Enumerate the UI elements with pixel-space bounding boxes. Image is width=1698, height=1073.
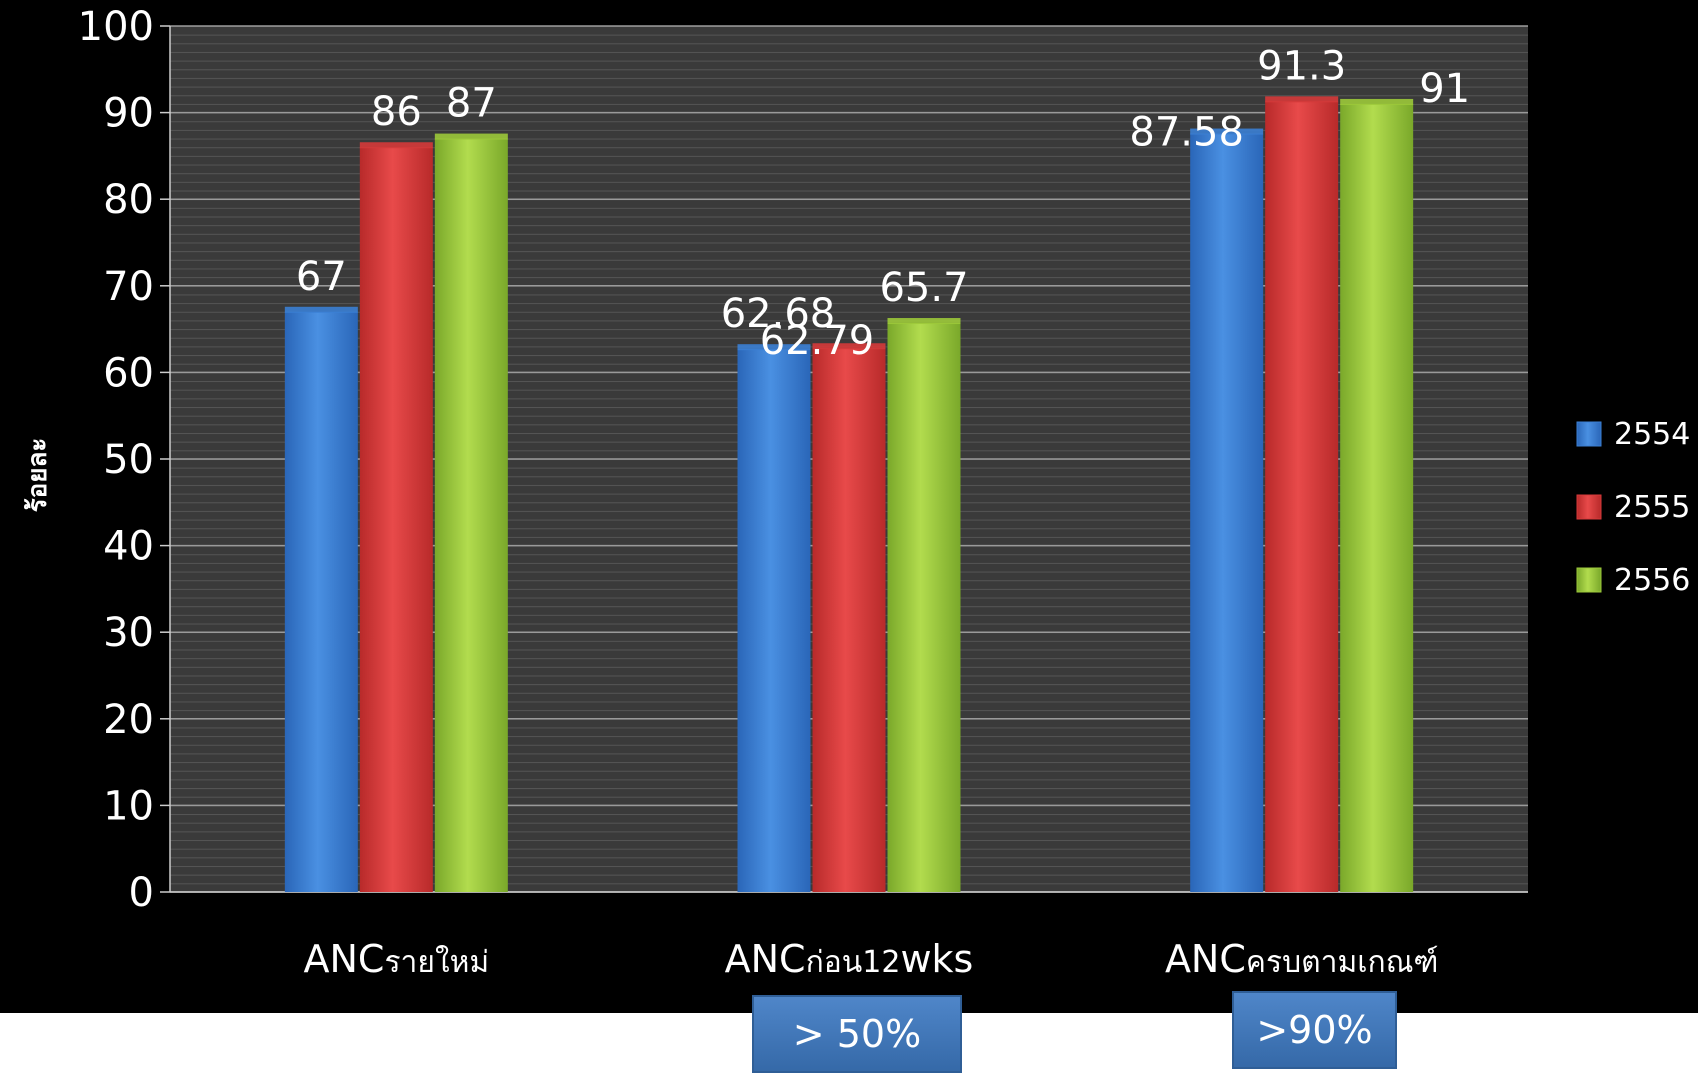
bar-2555-0 xyxy=(360,147,433,892)
data-label-2555-2: 91.3 xyxy=(1257,43,1346,89)
legend-swatch-2556 xyxy=(1577,568,1601,592)
data-label-2555-1: 62.79 xyxy=(760,318,875,364)
y-tick-label: 40 xyxy=(103,524,154,570)
bar-top-2555-2 xyxy=(1265,96,1338,102)
legend-label-2556: 2556 xyxy=(1614,563,1690,598)
bar-2555-1 xyxy=(813,348,886,892)
y-tick-label: 30 xyxy=(103,610,154,656)
bar-top-2556-1 xyxy=(888,318,961,324)
data-label-2556-0: 87 xyxy=(446,81,497,127)
target-box-over-50: > 50% xyxy=(752,995,962,1073)
bar-2554-2 xyxy=(1190,134,1263,892)
bar-top-2556-0 xyxy=(435,134,508,140)
y-tick-label: 80 xyxy=(103,177,154,223)
bar-top-2556-2 xyxy=(1340,99,1413,105)
legend-swatch-2555 xyxy=(1577,495,1601,519)
y-tick-label: 70 xyxy=(103,264,154,310)
bar-top-2555-0 xyxy=(360,142,433,148)
data-label-2556-2: 91 xyxy=(1419,66,1470,112)
y-tick-label: 90 xyxy=(103,91,154,137)
bar-2556-1 xyxy=(888,323,961,892)
legend-label-2555: 2555 xyxy=(1614,490,1690,525)
bar-2555-2 xyxy=(1265,101,1338,892)
target-box-over-90: >90% xyxy=(1232,991,1397,1069)
y-tick-label: 100 xyxy=(78,4,154,50)
bar-2556-2 xyxy=(1340,104,1413,892)
data-label-2556-1: 65.7 xyxy=(879,265,968,311)
y-tick-label: 20 xyxy=(103,697,154,743)
y-tick-label: 60 xyxy=(103,350,154,396)
bar-2554-1 xyxy=(738,349,811,892)
y-tick-label: 10 xyxy=(103,783,154,829)
legend-swatch-2554 xyxy=(1577,422,1601,446)
y-tick-label: 0 xyxy=(129,870,154,916)
legend-label-2554: 2554 xyxy=(1614,417,1690,452)
data-label-2555-0: 86 xyxy=(371,89,422,135)
bar-2556-0 xyxy=(435,139,508,892)
data-label-2554-0: 67 xyxy=(296,254,347,300)
bar-top-2554-0 xyxy=(285,307,358,313)
y-axis-label: ร้อยละ xyxy=(23,438,53,513)
y-tick-label: 50 xyxy=(103,437,154,483)
bar-2554-0 xyxy=(285,312,358,892)
data-label-2554-2: 87.58 xyxy=(1129,110,1244,156)
